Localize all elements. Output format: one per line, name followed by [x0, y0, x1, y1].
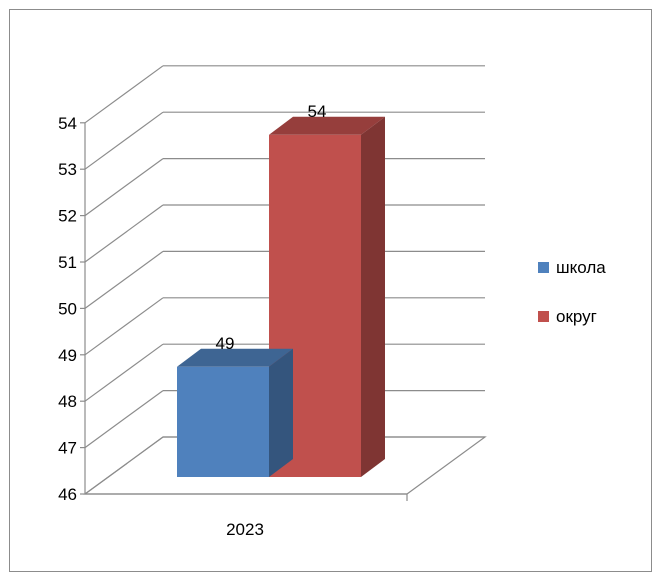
gridline-side	[84, 111, 164, 170]
gridline-side	[84, 204, 164, 263]
gridline-side	[84, 343, 164, 402]
bar-side	[269, 348, 293, 477]
y-tick-label: 49	[58, 346, 77, 365]
legend-swatch	[538, 311, 549, 322]
x-tick-label: 2023	[226, 520, 264, 539]
gridline-side	[84, 250, 164, 309]
data-label: 49	[216, 334, 235, 353]
bar-okrug	[269, 116, 385, 478]
gridline-side	[84, 297, 164, 356]
y-tick-label: 50	[58, 299, 77, 318]
y-tick-label: 53	[58, 160, 77, 179]
y-tick-label: 48	[58, 392, 77, 411]
data-label: 54	[308, 102, 327, 121]
bar-shkola	[177, 348, 293, 477]
legend-label: округ	[556, 307, 597, 326]
y-tick-label: 47	[58, 439, 77, 458]
data-labels: 49 54	[216, 102, 327, 353]
legend-label: школа	[556, 258, 606, 277]
gridline-side	[84, 436, 164, 495]
gridline-side	[84, 390, 164, 449]
bar-front	[177, 366, 269, 477]
gridline-side	[84, 65, 164, 124]
legend: школа округ	[538, 258, 606, 326]
y-tick-label: 51	[58, 253, 77, 272]
legend-swatch	[538, 262, 549, 273]
y-axis-ticks: 46 47 48 49 50 51 52 53 54	[58, 114, 85, 504]
y-tick-label: 54	[58, 114, 77, 133]
y-tick-label: 46	[58, 485, 77, 504]
y-tick-label: 52	[58, 207, 77, 226]
bar-top	[177, 348, 293, 367]
gridline-side	[84, 158, 164, 217]
bar-side	[361, 116, 385, 478]
bar-top	[269, 116, 385, 135]
